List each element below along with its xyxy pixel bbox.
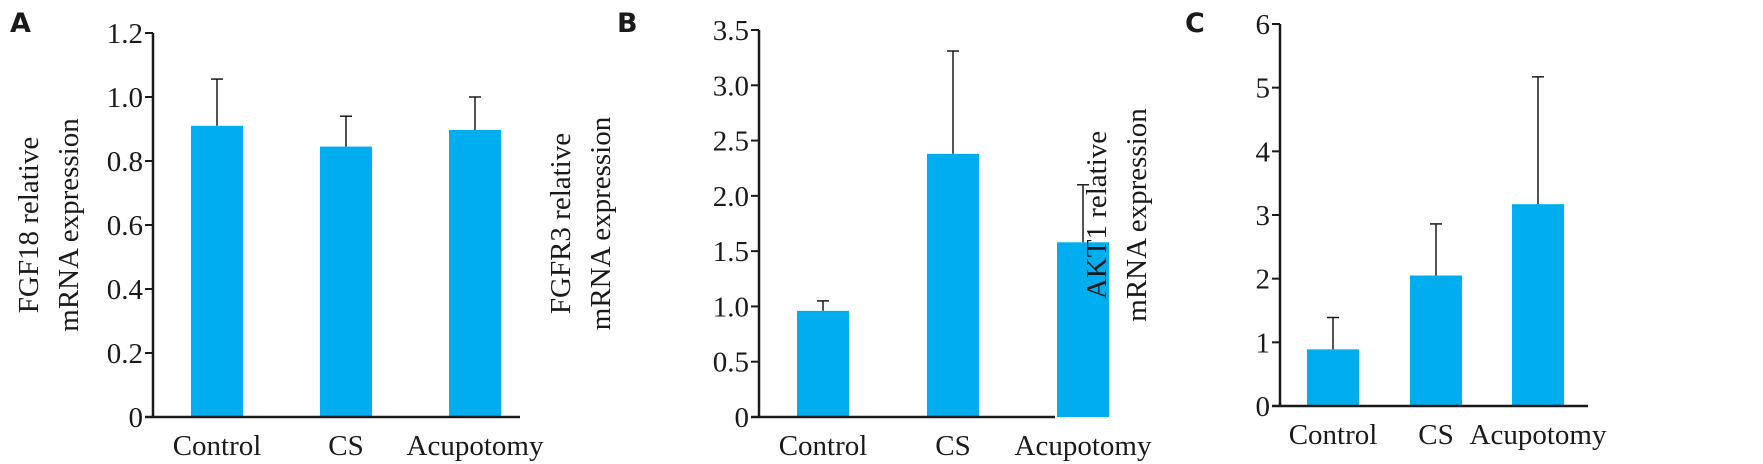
x-tick-label: CS <box>328 430 363 462</box>
panel-label: A <box>10 8 31 39</box>
y-tick-label: 1.5 <box>713 236 749 268</box>
bar-acupotomy <box>449 129 501 417</box>
panel-b: B Control CS Acupotomy 0 0.5 1.0 1.5 2.0 2.5 3.0 3.… <box>545 8 1152 462</box>
y-tick-label: 0.8 <box>107 146 143 178</box>
panel-label: B <box>617 8 638 39</box>
bar-cs <box>1410 275 1462 406</box>
bar-acupotomy <box>1057 242 1109 417</box>
y-axis-label: mRNA expression <box>585 116 617 330</box>
y-tick-label: 0.4 <box>107 274 144 306</box>
y-tick-label: 0.6 <box>107 210 143 242</box>
y-tick-label: 1.0 <box>713 291 749 323</box>
y-tick-label: 2.5 <box>713 126 749 158</box>
bar-cs <box>320 146 372 417</box>
y-tick-label: 2.0 <box>713 181 749 213</box>
y-tick-label: 5 <box>1256 73 1271 105</box>
bar-control <box>1307 349 1359 406</box>
x-tick-label: CS <box>1418 419 1453 451</box>
y-tick-label: 1.0 <box>107 82 143 114</box>
bar-acupotomy <box>1512 204 1564 406</box>
y-tick-label: 1 <box>1256 327 1271 359</box>
y-axis-label: mRNA expression <box>1121 108 1153 322</box>
x-tick-label: Control <box>779 430 868 462</box>
y-axis-label: mRNA expression <box>53 118 85 332</box>
y-tick-label: 0.5 <box>713 347 749 379</box>
x-tick-label: Acupotomy <box>407 430 544 462</box>
y-tick-label: 3.0 <box>713 70 749 102</box>
panel-a: A Control CS Acupotomy 0 0.2 0.4 0.6 0.8 1.0 1.2 FG… <box>10 8 544 462</box>
y-tick-label: 0.2 <box>107 338 143 370</box>
y-tick-label: 3 <box>1256 200 1271 232</box>
x-tick-label: Control <box>1289 419 1378 451</box>
x-tick-label: Acupotomy <box>1470 419 1607 451</box>
bar-cs <box>927 153 979 417</box>
y-tick-label: 0 <box>129 402 144 434</box>
y-axis-label: AKT1 relative <box>1081 131 1113 299</box>
y-tick-label: 0 <box>735 402 750 434</box>
y-tick-label: 4 <box>1256 136 1271 168</box>
panel-label: C <box>1185 8 1205 39</box>
x-tick-label: Control <box>173 430 262 462</box>
y-tick-label: 0 <box>1256 391 1271 423</box>
y-tick-label: 6 <box>1256 9 1271 41</box>
x-tick-label: CS <box>935 430 970 462</box>
y-tick-label: 2 <box>1256 264 1271 296</box>
y-tick-label: 3.5 <box>713 15 749 47</box>
y-axis-label: FGFR3 relative <box>545 133 577 314</box>
panel-c: C Control CS Acupotomy 0 1 2 3 4 5 6 AKT1 relative m… <box>1081 8 1607 451</box>
bar-control <box>797 310 849 417</box>
y-axis-label: FGF18 relative <box>13 137 45 313</box>
bar-control <box>191 125 243 418</box>
y-tick-label: 1.2 <box>107 18 143 50</box>
x-tick-label: Acupotomy <box>1015 430 1152 462</box>
